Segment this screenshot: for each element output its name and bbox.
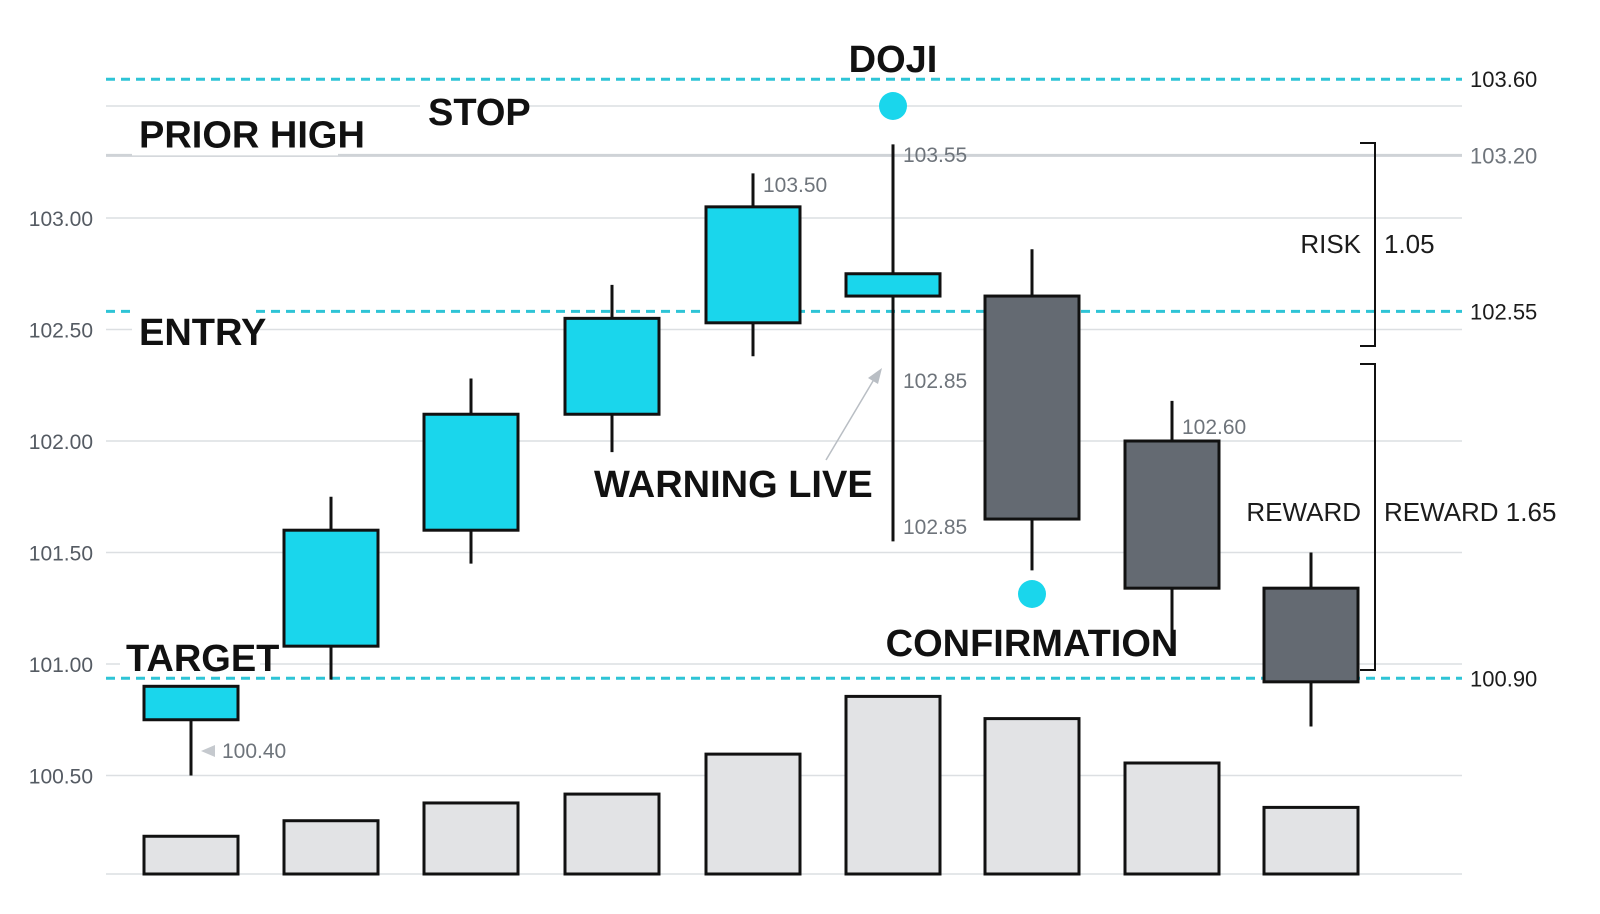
stop-price-label: 103.60 (1470, 67, 1537, 92)
warning-arrow-head (868, 368, 882, 384)
volume-bar (1123, 761, 1221, 876)
volume-bar (422, 801, 520, 876)
target-label: TARGET (126, 638, 279, 680)
price-label: 103.55 (903, 144, 967, 167)
bull-candle-body (704, 205, 802, 325)
volume-layer (142, 694, 1360, 876)
price-label: 102.85 (903, 516, 967, 539)
risk-value: 1.05 (1384, 229, 1435, 259)
risk-label: RISK (1300, 229, 1361, 259)
risk-bracket (1360, 142, 1376, 347)
price-pointer (201, 745, 215, 757)
prior-high-label-bg (132, 115, 338, 156)
target-price-label: 100.90 (1470, 666, 1537, 691)
warning-live-label: WARNING LIVE (594, 464, 873, 506)
price-label: 102.60 (1182, 416, 1246, 439)
doji-label: DOJI (849, 39, 938, 81)
bear-candle-body (983, 294, 1081, 521)
volume-bar (142, 834, 240, 876)
reward-value: REWARD 1.65 (1384, 497, 1556, 527)
bull-candle-body (844, 272, 942, 298)
y-tick-label: 100.50 (29, 766, 93, 789)
label-layer: DOJI CONFIRMATION WARNING LIVE 100.40 103.50… (201, 39, 1556, 763)
stop-label: STOP (428, 92, 531, 134)
bear-candle-body (1123, 439, 1221, 590)
prior-high-label: PRIOR HIGH (139, 114, 365, 156)
candle-layer (142, 144, 1360, 776)
entry-label-bg (132, 308, 256, 350)
volume-bar (282, 819, 380, 876)
confirmation-label: CONFIRMATION (886, 623, 1179, 665)
entry-price-label: 102.55 (1470, 299, 1537, 324)
reward-label: REWARD (1246, 497, 1361, 527)
bear-candle-body (1262, 586, 1360, 684)
y-tick-label: 102.00 (29, 431, 93, 454)
volume-bar (844, 694, 942, 876)
volume-bar (1262, 805, 1360, 876)
bull-candle-body (563, 316, 661, 416)
prior-high-price-label: 103.20 (1470, 143, 1537, 168)
warning-arrow-line (825, 375, 877, 461)
price-label: 103.50 (763, 174, 827, 197)
reward-bracket (1360, 363, 1376, 671)
stop-label-bg (420, 84, 524, 128)
bull-candle-body (422, 412, 520, 532)
target-label-bg (120, 636, 260, 676)
price-label: 102.85 (903, 370, 967, 393)
volume-bar (983, 717, 1081, 876)
y-tick-label: 101.50 (29, 543, 93, 566)
y-tick-label: 103.00 (29, 208, 93, 231)
price-label: 100.40 (222, 740, 286, 763)
bull-candle-body (282, 528, 380, 648)
volume-bar (563, 792, 661, 876)
y-tick-label: 102.50 (29, 320, 93, 343)
y-tick-label: 101.00 (29, 654, 93, 677)
level-layer: PRIOR HIGH 103.20 103.60 102.55 100.90 STOP EN… (106, 67, 1537, 691)
confirmation-marker (1018, 580, 1046, 608)
doji-marker (879, 92, 907, 120)
bull-candle-body (142, 684, 240, 722)
volume-bar (704, 752, 802, 876)
entry-label: ENTRY (139, 312, 266, 354)
